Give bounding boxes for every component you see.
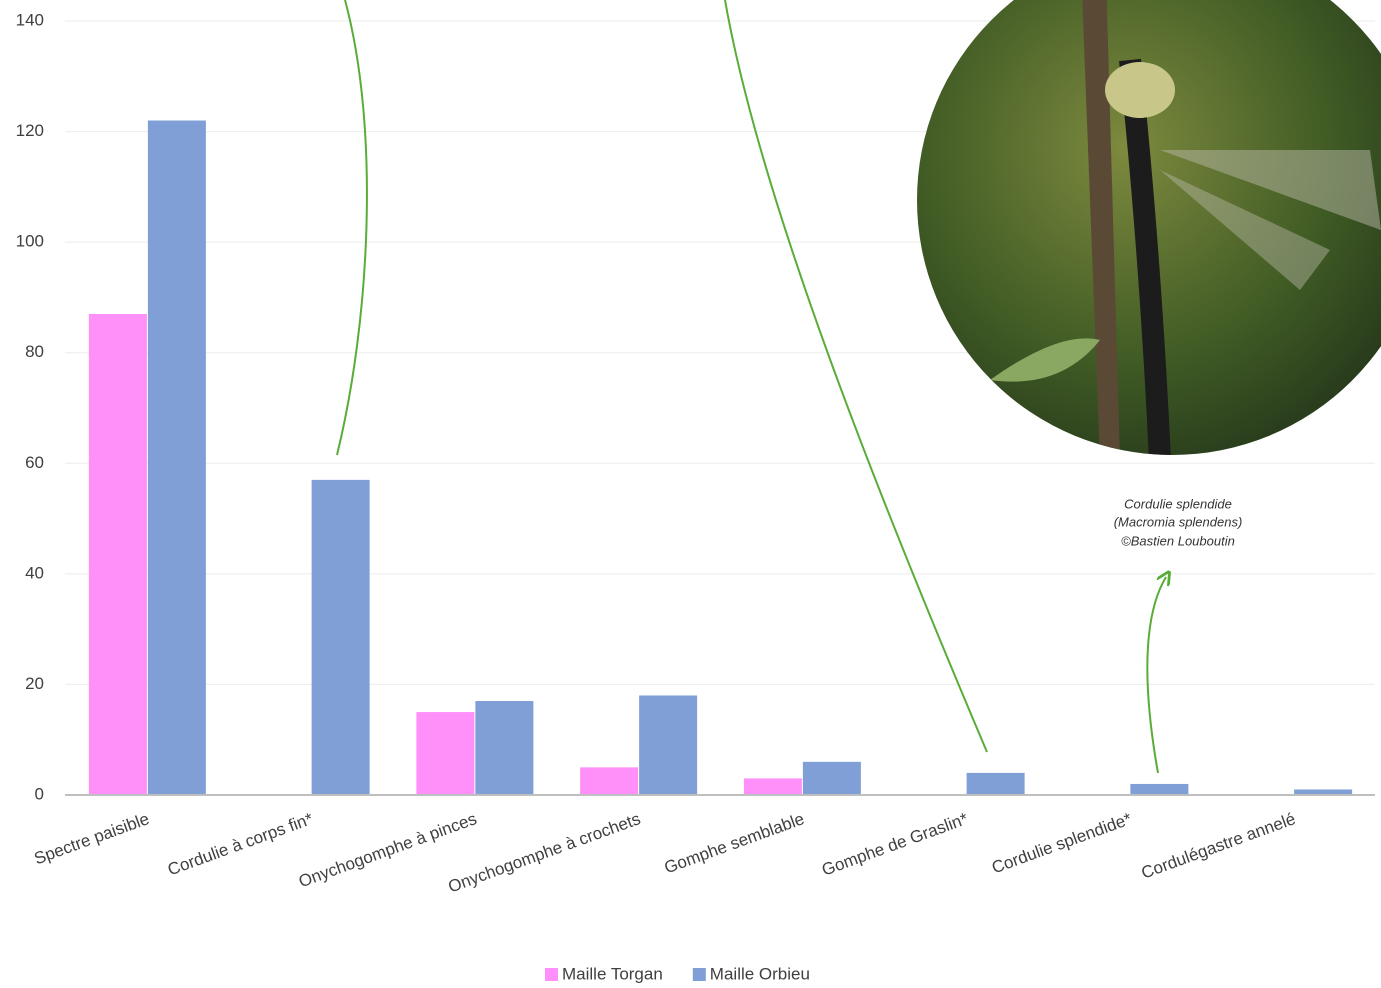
arrow	[1146, 577, 1166, 774]
y-tick-label: 120	[16, 121, 44, 140]
y-tick-label: 40	[25, 563, 44, 582]
caption: Cordulie splendide	[1124, 496, 1232, 511]
bar	[147, 120, 206, 795]
y-tick-label: 100	[16, 232, 44, 251]
y-tick-label: 60	[25, 453, 44, 472]
x-tick-label: Cordulie splendide*	[989, 809, 1134, 877]
photo	[917, 0, 1381, 455]
bar	[743, 778, 802, 795]
bar	[475, 701, 534, 795]
arrow	[336, 0, 368, 456]
bar	[802, 761, 861, 795]
bar	[580, 767, 639, 795]
bar	[1130, 783, 1189, 795]
y-tick-label: 80	[25, 342, 44, 361]
legend-swatch	[692, 968, 706, 981]
x-tick-label: Gomphe semblable	[662, 809, 807, 877]
x-tick-label: Spectre paisible	[32, 809, 152, 868]
bar	[416, 712, 475, 795]
bar	[639, 695, 698, 795]
bar	[966, 772, 1025, 795]
arrow	[724, 0, 988, 753]
y-tick-label: 0	[35, 784, 44, 803]
bar	[311, 479, 370, 795]
bar	[1294, 789, 1353, 795]
x-tick-label: Cordulie à corps fin*	[165, 809, 316, 879]
legend-label: Maille Orbieu	[710, 964, 810, 983]
y-tick-label: 20	[25, 674, 44, 693]
legend-swatch	[545, 968, 558, 981]
x-tick-label: Cordulégastre annelé	[1139, 809, 1298, 882]
y-tick-label: 140	[16, 10, 44, 29]
x-tick-label: Gomphe de Graslin*	[819, 809, 971, 880]
bar	[88, 314, 147, 795]
legend-label: Maille Torgan	[562, 964, 663, 983]
caption: ©Bastien Louboutin	[1121, 533, 1235, 548]
caption: (Macromia splendens)	[1114, 514, 1243, 529]
